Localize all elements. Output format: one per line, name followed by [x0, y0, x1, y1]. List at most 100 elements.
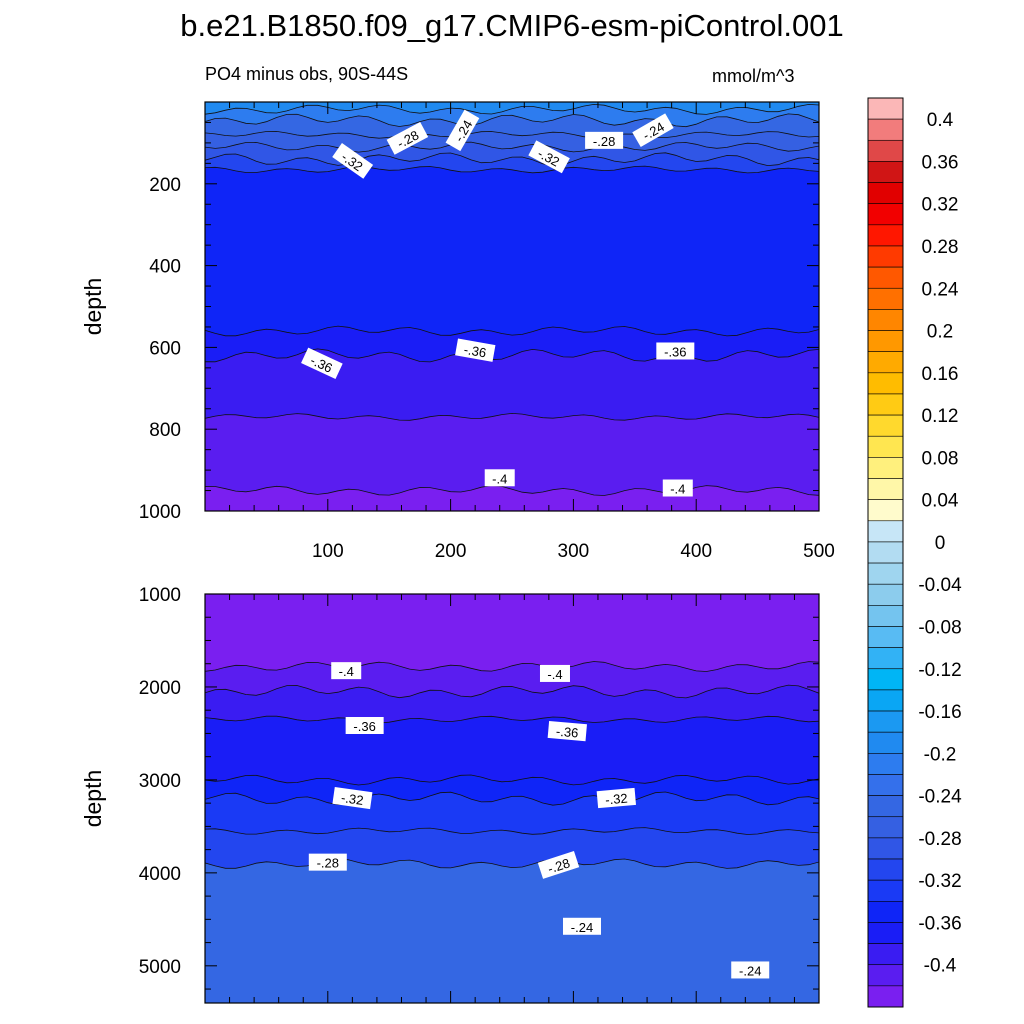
colorbar: 0.4 0.36 0.32 0.28 0.24 0.2 0.16 0.12 0.08 0.04 0 -…	[867, 97, 962, 1008]
colorbar-label: -0.12	[918, 660, 961, 681]
colorbar-label: 0	[935, 533, 946, 554]
colorbar-swatch	[867, 901, 904, 923]
y-tick-label: 4000	[139, 864, 181, 885]
colorbar-swatch	[867, 583, 904, 606]
lower-panel: 1000 2000 3000 4000 5000 depth -.4 -.4 -.36 -.36 -…	[80, 585, 820, 1004]
svg-text:-.36: -.36	[353, 719, 375, 734]
contour-label: -.24	[731, 961, 770, 979]
colorbar-swatch	[867, 309, 904, 331]
colorbar-swatch	[867, 224, 904, 247]
page-title: b.e21.B1850.f09_g17.CMIP6-esm-piControl.…	[180, 8, 844, 43]
colorbar-swatch	[867, 964, 904, 987]
colorbar-swatch	[867, 816, 904, 839]
colorbar-swatch	[867, 351, 904, 374]
contour-label: -.4	[484, 469, 515, 487]
colorbar-swatch	[867, 837, 904, 860]
contour-label: -.36	[656, 342, 695, 360]
colorbar-swatch	[867, 139, 904, 162]
y-tick-label: 200	[149, 175, 181, 196]
colorbar-label: 0.12	[922, 406, 959, 427]
svg-text:-.4: -.4	[670, 482, 685, 497]
contour-label: -.28	[537, 850, 580, 879]
colorbar-swatch	[867, 731, 904, 754]
y-tick-label: 1000	[139, 585, 181, 606]
plot-subtitle: PO4 minus obs, 90S-44S	[205, 64, 409, 84]
contour-label: -.28	[585, 131, 624, 149]
colorbar-swatch	[867, 330, 904, 352]
contour-label: -.36	[455, 338, 496, 362]
colorbar-label: -0.24	[918, 787, 962, 808]
y-tick-label: 1000	[139, 502, 181, 523]
svg-text:-.32: -.32	[340, 790, 364, 808]
colorbar-swatch	[867, 478, 904, 500]
colorbar-swatch	[867, 203, 904, 226]
svg-text:-.36: -.36	[463, 342, 488, 361]
svg-text:-.28: -.28	[546, 855, 572, 876]
colorbar-swatch	[867, 795, 904, 818]
contour-label: -.28	[308, 853, 347, 871]
colorbar-swatch	[867, 393, 904, 416]
contour-label: -.32	[596, 787, 637, 809]
colorbar-label: 0.32	[922, 195, 959, 216]
colorbar-swatch	[867, 710, 904, 733]
colorbar-swatch	[867, 943, 904, 966]
colorbar-swatch	[867, 562, 904, 585]
svg-text:-.28: -.28	[317, 856, 339, 871]
colorbar-label: -0.08	[918, 617, 961, 638]
colorbar-swatch	[867, 647, 904, 670]
colorbar-swatch	[867, 118, 904, 141]
colorbar-swatch	[867, 520, 904, 543]
colorbar-label: 0.08	[922, 448, 959, 469]
colorbar-swatch	[867, 245, 904, 268]
colorbar-swatch	[867, 668, 904, 691]
y-tick-label: 5000	[139, 957, 181, 978]
y-tick-label: 3000	[139, 771, 181, 792]
colorbar-frame	[867, 97, 904, 1008]
colorbar-swatch	[867, 457, 904, 479]
colorbar-swatch	[867, 985, 904, 1008]
svg-text:-.36: -.36	[664, 344, 686, 359]
contour-label: -.32	[332, 786, 373, 810]
colorbar-swatch	[867, 372, 904, 395]
colorbar-swatch	[867, 435, 904, 458]
svg-text:-.4: -.4	[492, 471, 507, 486]
contour-label: -.24	[562, 917, 601, 935]
x-tick-label: 300	[558, 541, 590, 562]
y-axis-title: depth	[80, 278, 106, 336]
contour-band	[205, 858, 819, 1003]
upper-panel: 200 400 600 800 1000 100 200 300 400 500 depth -.28…	[80, 101, 835, 562]
colorbar-swatch	[867, 97, 904, 120]
colorbar-label: -0.32	[918, 871, 961, 892]
y-tick-label: 400	[149, 257, 181, 278]
colorbar-label: -0.4	[924, 956, 957, 977]
svg-text:-.24: -.24	[739, 963, 761, 978]
y-tick-label: 800	[149, 420, 181, 441]
colorbar-label: -0.36	[918, 913, 961, 934]
contour-label: -.4	[331, 662, 362, 680]
x-tick-label: 200	[435, 541, 467, 562]
colorbar-label: -0.04	[918, 575, 962, 596]
colorbar-swatch	[867, 414, 904, 437]
svg-text:-.4: -.4	[339, 664, 354, 679]
colorbar-label: 0.04	[922, 491, 959, 512]
colorbar-swatch	[867, 858, 904, 881]
colorbar-label: -0.28	[918, 829, 961, 850]
x-tick-label: 100	[312, 541, 344, 562]
colorbar-swatch	[867, 774, 904, 796]
colorbar-swatch	[867, 266, 904, 289]
colorbar-label: 0.4	[927, 110, 954, 131]
colorbar-label: -0.16	[918, 702, 961, 723]
svg-text:-.4: -.4	[547, 667, 562, 682]
colorbar-swatch	[867, 753, 904, 775]
y-tick-label: 2000	[139, 678, 181, 699]
colorbar-label: 0.36	[922, 152, 959, 173]
x-tick-label: 500	[803, 541, 835, 562]
plot-frame	[204, 593, 820, 1004]
colorbar-swatch	[867, 541, 904, 564]
contour-label: -.4	[539, 664, 570, 682]
colorbar-label: 0.28	[922, 237, 959, 258]
x-tick-label: 400	[680, 541, 712, 562]
contour-label: -.4	[662, 479, 693, 497]
colorbar-swatch	[867, 287, 904, 310]
svg-text:-.24: -.24	[571, 920, 593, 935]
